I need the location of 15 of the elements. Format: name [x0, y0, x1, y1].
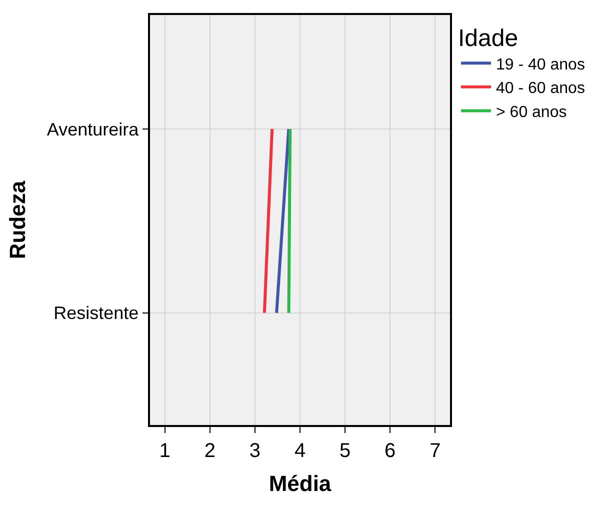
y-tick-label: Resistente	[54, 303, 139, 324]
legend-label: 40 - 60 anos	[496, 80, 585, 98]
x-tick-label: 5	[339, 440, 351, 462]
y-tick-label: Aventureira	[46, 119, 140, 140]
legend-label: > 60 anos	[496, 104, 567, 121]
x-tick-label: 2	[204, 440, 216, 462]
y-axis-title: Rudeza	[5, 180, 30, 260]
x-tick-label: 7	[430, 440, 441, 462]
x-axis-title: Média	[268, 471, 332, 496]
x-tick-label: 1	[159, 440, 170, 462]
x-tick-label: 3	[249, 440, 261, 462]
legend-label: 19 - 40 anos	[496, 56, 585, 74]
x-tick-label: 6	[384, 440, 396, 462]
x-tick-label: 4	[294, 440, 306, 462]
legend-title: Idade	[458, 25, 518, 52]
